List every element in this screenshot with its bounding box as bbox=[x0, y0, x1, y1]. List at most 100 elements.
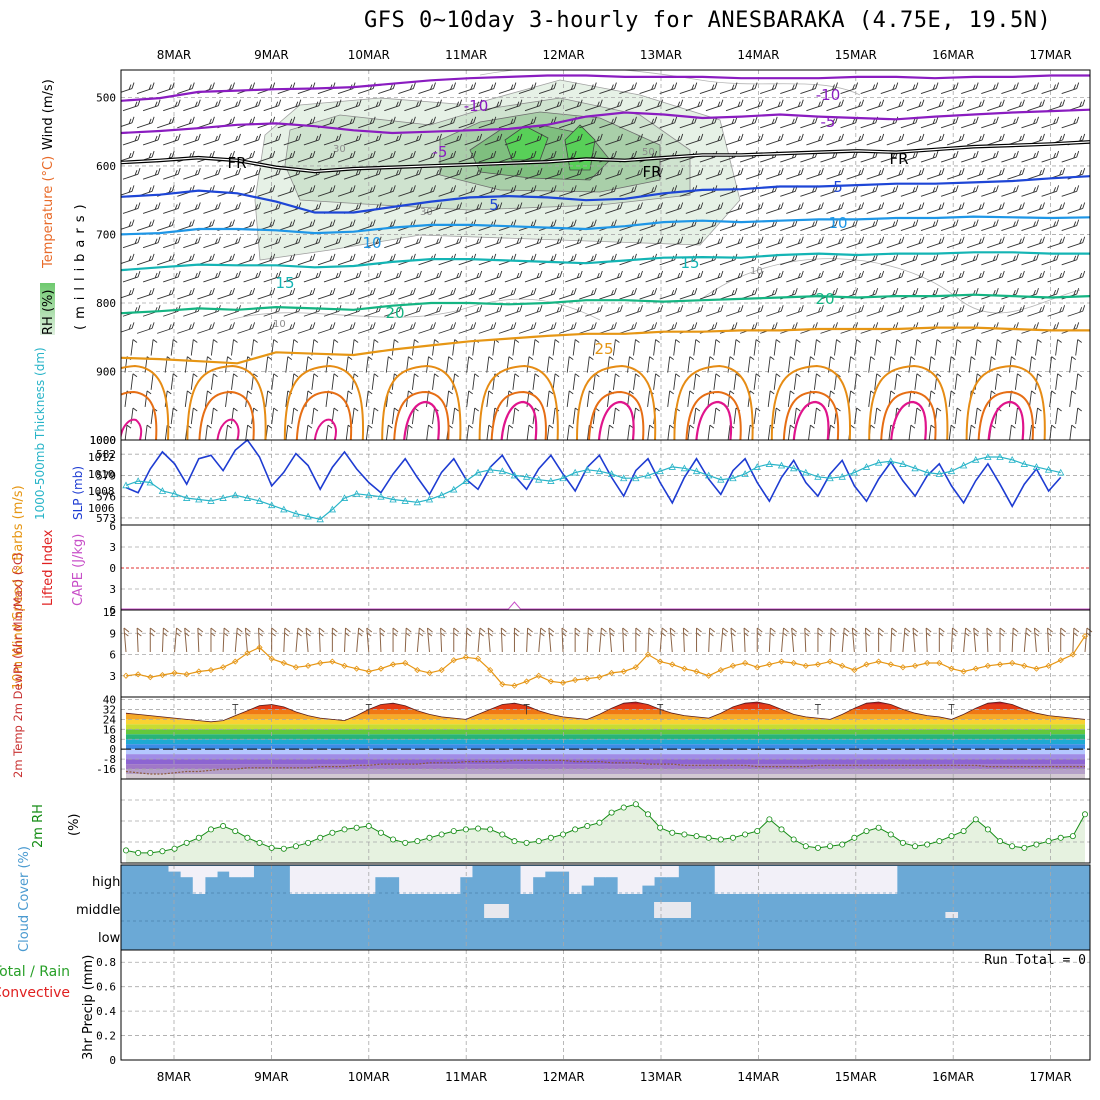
rh2m-point bbox=[899, 839, 906, 846]
thickness-point bbox=[874, 458, 883, 466]
wind-barb bbox=[1029, 390, 1036, 407]
wind-speed-point bbox=[766, 661, 773, 668]
wind-barb bbox=[1014, 339, 1022, 356]
wind-barb bbox=[1041, 185, 1060, 197]
wind-speed-point bbox=[317, 659, 324, 667]
wind-barb bbox=[506, 356, 514, 373]
wind-barb bbox=[243, 270, 262, 283]
wind-barb bbox=[619, 82, 637, 94]
wind-speed-point bbox=[559, 679, 567, 686]
top-date-label: 14MAR bbox=[737, 48, 779, 62]
wind-speed-point bbox=[547, 678, 554, 685]
wind-barb bbox=[157, 116, 175, 129]
cloud-high-bar bbox=[787, 866, 801, 894]
wind-barb bbox=[518, 322, 537, 334]
wind-barb bbox=[773, 339, 781, 356]
wind-barb bbox=[142, 270, 161, 283]
wind-barb bbox=[1061, 322, 1080, 334]
wind-barb bbox=[685, 202, 704, 214]
thickness-point bbox=[632, 474, 640, 482]
wind-barb bbox=[645, 168, 664, 180]
thickness-point bbox=[765, 460, 774, 467]
rh-axis-label: RH (%) bbox=[41, 290, 56, 335]
wind-barb bbox=[886, 270, 905, 283]
isotherm-label: FR bbox=[227, 154, 246, 172]
surface-wind-barb bbox=[210, 627, 217, 652]
wind-barb bbox=[136, 116, 155, 129]
wind-barb bbox=[572, 373, 580, 390]
wind-barb bbox=[685, 305, 704, 317]
wind-barb bbox=[667, 356, 674, 373]
wind-barb bbox=[1041, 116, 1060, 129]
cloud-high-bar bbox=[581, 866, 594, 886]
wind-barb bbox=[906, 305, 925, 317]
precip-panel: 0.8 0.6 0.4 0.2 0 Run Total = 0 Total / Rain… bbox=[0, 949, 1091, 1067]
warm-lobe-contour bbox=[685, 390, 742, 440]
wind-barb bbox=[840, 82, 859, 94]
rh2m-point bbox=[487, 826, 494, 833]
cloud-high-bar bbox=[799, 866, 813, 894]
wind-barb bbox=[257, 287, 276, 300]
wind-barb bbox=[184, 356, 192, 373]
cloud-middle-bar bbox=[666, 902, 679, 918]
wind-barb bbox=[458, 116, 477, 129]
wind-barb bbox=[504, 168, 523, 180]
thickness-point bbox=[862, 463, 871, 470]
thickness-point bbox=[352, 489, 361, 497]
cloud-high-bar bbox=[229, 866, 242, 878]
wind-barb bbox=[478, 287, 497, 300]
surface-wind-barb bbox=[950, 627, 958, 653]
wind-speed-point bbox=[1057, 657, 1064, 664]
wind-barb bbox=[625, 305, 643, 317]
wind-barb bbox=[1061, 185, 1080, 197]
wind-barb bbox=[122, 99, 141, 112]
wind-barb bbox=[277, 185, 296, 197]
rh2m-point bbox=[414, 838, 421, 845]
wind-barb bbox=[987, 305, 1005, 317]
surface-wind-barbs bbox=[123, 627, 1093, 653]
wind-barb bbox=[243, 168, 262, 180]
rh2m-point bbox=[135, 849, 142, 856]
cloud-high-bar bbox=[739, 866, 752, 894]
wind-barb bbox=[625, 236, 643, 249]
cloud-high-bar bbox=[192, 866, 206, 894]
wind-barb bbox=[886, 133, 905, 146]
wind-barb bbox=[404, 133, 422, 146]
wind-barb bbox=[257, 116, 276, 129]
wind-barb bbox=[994, 339, 1002, 356]
wind-speed-point bbox=[814, 661, 822, 668]
wind-barb bbox=[559, 82, 577, 94]
rh2m-point bbox=[997, 838, 1004, 845]
wind-speed-point bbox=[487, 667, 494, 674]
wind-barb bbox=[358, 253, 376, 266]
pressure-tick-label: 800 bbox=[96, 297, 116, 310]
thickness-point bbox=[1044, 465, 1053, 473]
wind-barb bbox=[203, 168, 221, 180]
bottom-date-axis: 8MAR 9MAR 10MAR 11MAR 12MAR 13MAR 14MAR 15MAR 16… bbox=[157, 1070, 1072, 1084]
wind-barb bbox=[645, 236, 664, 249]
wind-barb bbox=[940, 185, 959, 197]
wind-barb bbox=[512, 373, 520, 390]
wind-barb bbox=[745, 99, 764, 112]
wind-barb bbox=[926, 133, 945, 146]
thickness-point bbox=[183, 494, 191, 501]
wind-barb bbox=[948, 424, 956, 440]
wind-barb bbox=[217, 287, 235, 300]
wind-barb bbox=[926, 236, 945, 249]
temp-band bbox=[126, 749, 1085, 755]
wind-barb bbox=[766, 305, 784, 317]
surface-wind-barb bbox=[149, 627, 156, 652]
wind-barb bbox=[639, 116, 658, 129]
wind-barb bbox=[705, 133, 724, 146]
rh2m-point bbox=[547, 834, 554, 841]
rh2m-point bbox=[644, 811, 651, 818]
wind-barb bbox=[136, 287, 155, 300]
wind-barb bbox=[667, 424, 674, 440]
wind-barb bbox=[378, 150, 396, 163]
wind-barb bbox=[478, 116, 497, 129]
wind-barb bbox=[351, 407, 359, 425]
wind-barb bbox=[458, 185, 477, 197]
thickness-point bbox=[231, 491, 239, 499]
wind-barb bbox=[1047, 270, 1066, 283]
wind-barb bbox=[1014, 373, 1022, 390]
